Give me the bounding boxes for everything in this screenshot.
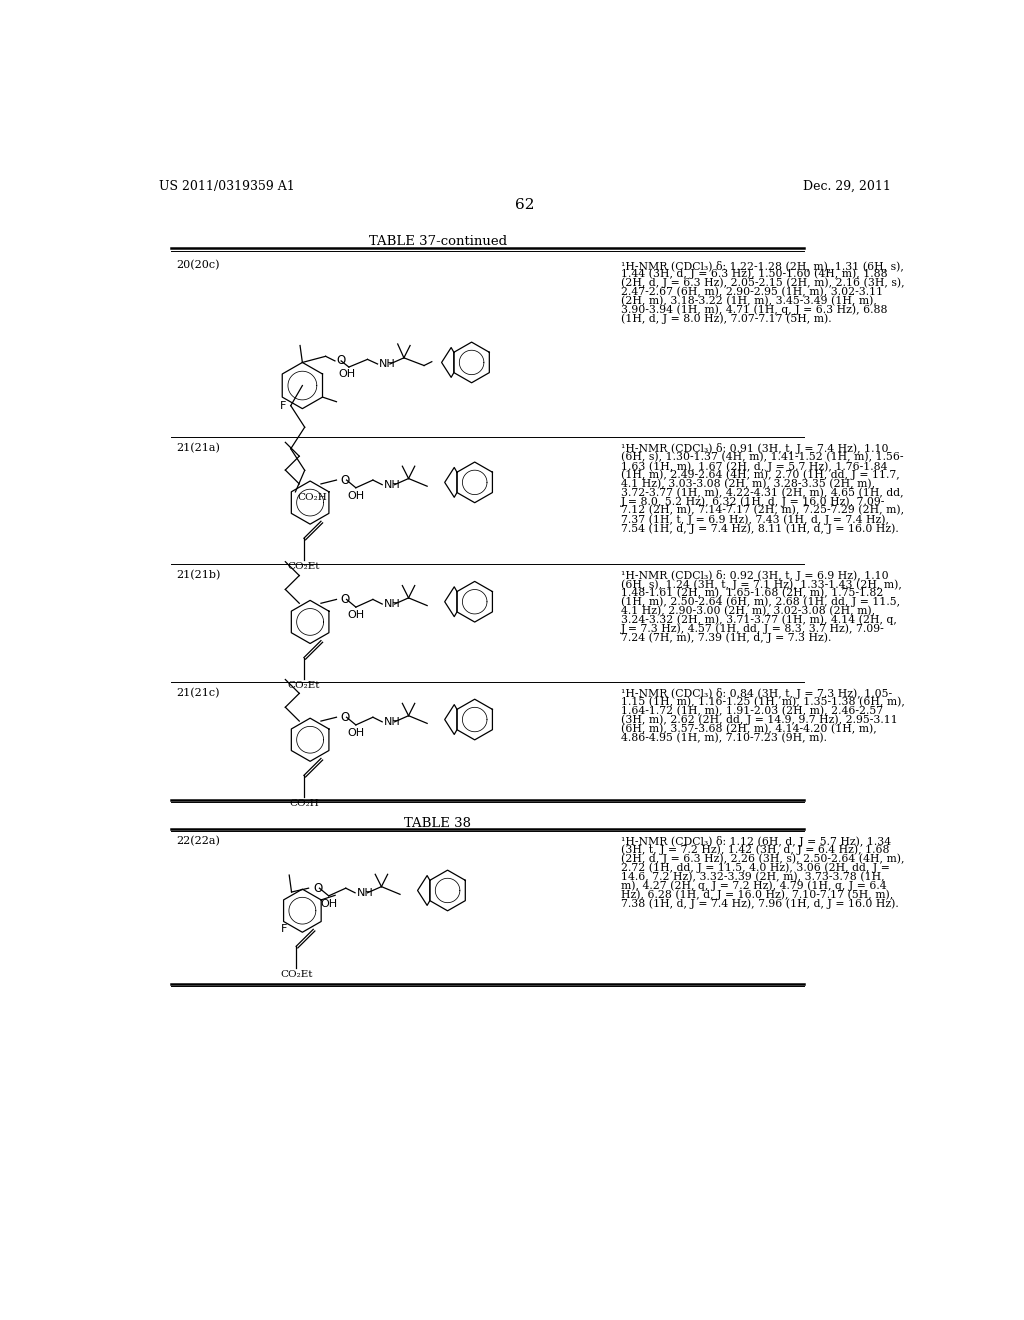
- Text: 21(21b): 21(21b): [176, 570, 220, 581]
- Text: (1H, m), 2.49-2.64 (4H, m), 2.70 (1H, dd, J = 11.7,: (1H, m), 2.49-2.64 (4H, m), 2.70 (1H, dd…: [621, 470, 900, 480]
- Text: 21(21a): 21(21a): [176, 444, 220, 454]
- Text: OH: OH: [321, 899, 337, 909]
- Text: 1.44 (3H, d, J = 6.3 Hz), 1.50-1.60 (4H, m), 1.88: 1.44 (3H, d, J = 6.3 Hz), 1.50-1.60 (4H,…: [621, 269, 888, 280]
- Text: 7.38 (1H, d, J = 7.4 Hz), 7.96 (1H, d, J = 16.0 Hz).: 7.38 (1H, d, J = 7.4 Hz), 7.96 (1H, d, J…: [621, 898, 899, 908]
- Text: ¹H-NMR (CDCl₃) δ: 1.12 (6H, d, J = 5.7 Hz), 1.34: ¹H-NMR (CDCl₃) δ: 1.12 (6H, d, J = 5.7 H…: [621, 836, 891, 847]
- Text: (2H, d, J = 6.3 Hz), 2.26 (3H, s), 2.50-2.64 (4H, m),: (2H, d, J = 6.3 Hz), 2.26 (3H, s), 2.50-…: [621, 854, 904, 865]
- Text: O: O: [340, 710, 349, 723]
- Text: 3.72-3.77 (1H, m), 4.22-4.31 (2H, m), 4.65 (1H, dd,: 3.72-3.77 (1H, m), 4.22-4.31 (2H, m), 4.…: [621, 487, 903, 498]
- Text: 1.15 (1H, m), 1.16-1.25 (1H, m), 1.35-1.38 (6H, m),: 1.15 (1H, m), 1.16-1.25 (1H, m), 1.35-1.…: [621, 697, 905, 708]
- Text: 2.47-2.67 (6H, m), 2.90-2.95 (1H, m), 3.02-3.11: 2.47-2.67 (6H, m), 2.90-2.95 (1H, m), 3.…: [621, 286, 883, 297]
- Text: 4.1 Hz), 2.90-3.00 (2H, m), 3.02-3.08 (2H, m),: 4.1 Hz), 2.90-3.00 (2H, m), 3.02-3.08 (2…: [621, 606, 876, 616]
- Text: (2H, d, J = 6.3 Hz), 2.05-2.15 (2H, m), 2.16 (3H, s),: (2H, d, J = 6.3 Hz), 2.05-2.15 (2H, m), …: [621, 277, 904, 288]
- Text: 62: 62: [515, 198, 535, 213]
- Text: (1H, d, J = 8.0 Hz), 7.07-7.17 (5H, m).: (1H, d, J = 8.0 Hz), 7.07-7.17 (5H, m).: [621, 313, 831, 323]
- Text: O: O: [337, 354, 346, 367]
- Text: 22(22a): 22(22a): [176, 836, 220, 846]
- Text: TABLE 37-continued: TABLE 37-continued: [369, 235, 507, 248]
- Text: (1H, m), 2.50-2.64 (6H, m), 2.68 (1H, dd, J = 11.5,: (1H, m), 2.50-2.64 (6H, m), 2.68 (1H, dd…: [621, 597, 900, 607]
- Text: (3H, m), 2.62 (2H, dd, J = 14.9, 9.7 Hz), 2.95-3.11: (3H, m), 2.62 (2H, dd, J = 14.9, 9.7 Hz)…: [621, 714, 898, 725]
- Text: 4.86-4.95 (1H, m), 7.10-7.23 (9H, m).: 4.86-4.95 (1H, m), 7.10-7.23 (9H, m).: [621, 733, 827, 743]
- Text: 14.6, 7.2 Hz), 3.32-3.39 (2H, m), 3.73-3.78 (1H,: 14.6, 7.2 Hz), 3.32-3.39 (2H, m), 3.73-3…: [621, 871, 885, 882]
- Text: 20(20c): 20(20c): [176, 260, 219, 271]
- Text: (3H, t, J = 7.2 Hz), 1.42 (3H, d, J = 6.4 Hz), 1.68: (3H, t, J = 7.2 Hz), 1.42 (3H, d, J = 6.…: [621, 845, 890, 855]
- Text: CO₂Et: CO₂Et: [280, 970, 312, 979]
- Text: (6H, s), 1.30-1.37 (4H, m), 1.41-1.52 (1H, m), 1.56-: (6H, s), 1.30-1.37 (4H, m), 1.41-1.52 (1…: [621, 453, 903, 462]
- Text: F: F: [280, 400, 286, 411]
- Text: OH: OH: [347, 491, 365, 500]
- Text: (6H, s), 1.24 (3H, t, J = 7.1 Hz), 1.33-1.43 (2H, m),: (6H, s), 1.24 (3H, t, J = 7.1 Hz), 1.33-…: [621, 579, 902, 590]
- Text: 21(21c): 21(21c): [176, 688, 219, 698]
- Text: ¹H-NMR (CDCl₃) δ: 1.22-1.28 (2H, m), 1.31 (6H, s),: ¹H-NMR (CDCl₃) δ: 1.22-1.28 (2H, m), 1.3…: [621, 260, 904, 271]
- Text: O: O: [340, 474, 349, 487]
- Text: Hz), 6.28 (1H, d, J = 16.0 Hz), 7.10-7.17 (5H, m),: Hz), 6.28 (1H, d, J = 16.0 Hz), 7.10-7.1…: [621, 890, 893, 900]
- Text: 1.48-1.61 (2H, m), 1.65-1.68 (2H, m), 1.75-1.82: 1.48-1.61 (2H, m), 1.65-1.68 (2H, m), 1.…: [621, 589, 884, 598]
- Text: ¹H-NMR (CDCl₃) δ: 0.92 (3H, t, J = 6.9 Hz), 1.10: ¹H-NMR (CDCl₃) δ: 0.92 (3H, t, J = 6.9 H…: [621, 570, 889, 581]
- Text: NH: NH: [384, 599, 400, 609]
- Text: 3.24-3.32 (2H, m), 3.71-3.77 (1H, m), 4.14 (2H, q,: 3.24-3.32 (2H, m), 3.71-3.77 (1H, m), 4.…: [621, 615, 897, 626]
- Text: US 2011/0319359 A1: US 2011/0319359 A1: [159, 180, 295, 193]
- Text: J = 7.3 Hz), 4.57 (1H, dd, J = 8.3, 3.7 Hz), 7.09-: J = 7.3 Hz), 4.57 (1H, dd, J = 8.3, 3.7 …: [621, 623, 885, 634]
- Text: (6H, m), 3.57-3.68 (2H, m), 4.14-4.20 (1H, m),: (6H, m), 3.57-3.68 (2H, m), 4.14-4.20 (1…: [621, 723, 877, 734]
- Text: J = 8.0, 5.2 Hz), 6.32 (1H, d, J = 16.0 Hz), 7.09-: J = 8.0, 5.2 Hz), 6.32 (1H, d, J = 16.0 …: [621, 496, 886, 507]
- Text: NH: NH: [384, 479, 400, 490]
- Text: m), 4.27 (2H, q, J = 7.2 Hz), 4.79 (1H, q, J = 6.4: m), 4.27 (2H, q, J = 7.2 Hz), 4.79 (1H, …: [621, 880, 887, 891]
- Text: TABLE 38: TABLE 38: [404, 817, 471, 830]
- Text: CO₂H: CO₂H: [289, 799, 318, 808]
- Text: OH: OH: [347, 729, 365, 738]
- Text: NH: NH: [356, 888, 374, 898]
- Text: 2.72 (1H, dd, J = 11.5, 4.0 Hz), 3.06 (2H, dd, J =: 2.72 (1H, dd, J = 11.5, 4.0 Hz), 3.06 (2…: [621, 862, 890, 873]
- Text: 4.1 Hz), 3.03-3.08 (2H, m), 3.28-3.35 (2H, m),: 4.1 Hz), 3.03-3.08 (2H, m), 3.28-3.35 (2…: [621, 479, 876, 490]
- Text: (2H, m), 3.18-3.22 (1H, m), 3.45-3.49 (1H, m),: (2H, m), 3.18-3.22 (1H, m), 3.45-3.49 (1…: [621, 296, 877, 306]
- Text: CO₂Et: CO₂Et: [288, 681, 321, 690]
- Text: F: F: [281, 924, 287, 935]
- Text: Dec. 29, 2011: Dec. 29, 2011: [803, 180, 891, 193]
- Text: O: O: [340, 593, 349, 606]
- Text: 7.37 (1H, t, J = 6.9 Hz), 7.43 (1H, d, J = 7.4 Hz),: 7.37 (1H, t, J = 6.9 Hz), 7.43 (1H, d, J…: [621, 515, 889, 525]
- Text: OH: OH: [338, 370, 355, 379]
- Text: 7.24 (7H, m), 7.39 (1H, d, J = 7.3 Hz).: 7.24 (7H, m), 7.39 (1H, d, J = 7.3 Hz).: [621, 632, 831, 643]
- Text: 7.54 (1H, d, J = 7.4 Hz), 8.11 (1H, d, J = 16.0 Hz).: 7.54 (1H, d, J = 7.4 Hz), 8.11 (1H, d, J…: [621, 523, 899, 533]
- Text: CO₂Et: CO₂Et: [288, 562, 321, 572]
- Text: O: O: [313, 882, 323, 895]
- Text: 3.90-3.94 (1H, m), 4.71 (1H, q, J = 6.3 Hz), 6.88: 3.90-3.94 (1H, m), 4.71 (1H, q, J = 6.3 …: [621, 305, 888, 315]
- Text: 7.12 (2H, m), 7.14-7.17 (2H, m), 7.25-7.29 (2H, m),: 7.12 (2H, m), 7.14-7.17 (2H, m), 7.25-7.…: [621, 506, 904, 516]
- Text: NH: NH: [379, 359, 396, 370]
- Text: CO₂H: CO₂H: [297, 494, 327, 503]
- Text: ¹H-NMR (CDCl₃) δ: 0.91 (3H, t, J = 7.4 Hz), 1.10: ¹H-NMR (CDCl₃) δ: 0.91 (3H, t, J = 7.4 H…: [621, 444, 889, 454]
- Text: OH: OH: [347, 610, 365, 620]
- Text: 1.64-1.72 (1H, m), 1.91-2.03 (2H, m), 2.46-2.57: 1.64-1.72 (1H, m), 1.91-2.03 (2H, m), 2.…: [621, 706, 883, 717]
- Text: 1.63 (1H, m), 1.67 (2H, d, J = 5.7 Hz), 1.76-1.84: 1.63 (1H, m), 1.67 (2H, d, J = 5.7 Hz), …: [621, 461, 888, 471]
- Text: ¹H-NMR (CDCl₃) δ: 0.84 (3H, t, J = 7.3 Hz), 1.05-: ¹H-NMR (CDCl₃) δ: 0.84 (3H, t, J = 7.3 H…: [621, 688, 892, 700]
- Text: NH: NH: [384, 717, 400, 727]
